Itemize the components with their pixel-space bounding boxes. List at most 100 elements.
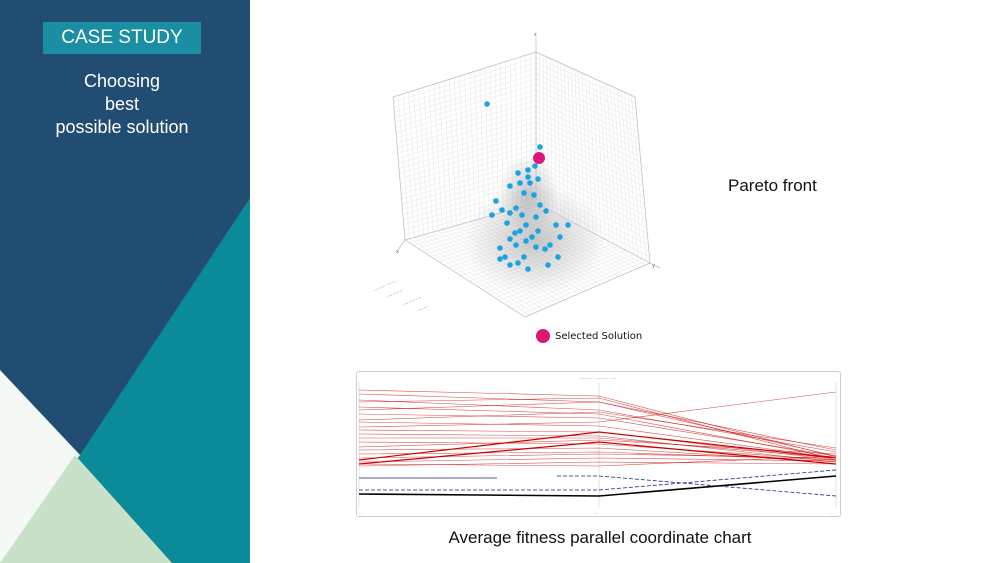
pareto-point <box>497 256 503 262</box>
box-edge <box>535 51 636 98</box>
selected-solution-point <box>533 152 545 164</box>
right-wall-line <box>535 159 646 216</box>
right-wall-line <box>592 77 602 238</box>
pareto-point <box>542 246 548 252</box>
pareto-point <box>533 214 539 220</box>
pareto-front-label: Pareto front <box>728 176 817 195</box>
pareto-point <box>515 260 521 266</box>
pareto-point <box>504 220 510 226</box>
pcp-title-mark: ......... ........ .... <box>580 375 617 381</box>
pcp-line-red <box>358 413 837 457</box>
pareto-point <box>507 262 513 268</box>
x-axis-extension <box>397 239 406 251</box>
pareto-point <box>525 167 531 173</box>
axis-tick-label-4: ....... <box>416 303 429 313</box>
right-wall-line <box>595 79 606 240</box>
pareto-point <box>499 207 505 213</box>
left-wall-line <box>469 72 476 221</box>
right-wall-line <box>535 127 643 181</box>
pcp-axis-mark-3: ... <box>829 510 833 515</box>
pcp-line-red <box>358 401 837 457</box>
pareto-point <box>523 222 529 228</box>
left-wall-line <box>399 138 537 179</box>
box-edge <box>634 96 651 264</box>
pareto-point <box>527 180 533 186</box>
pcp-line-red <box>358 457 837 463</box>
box-edge <box>524 262 651 318</box>
pareto-point <box>512 230 518 236</box>
pareto-point <box>517 228 523 234</box>
pareto-point <box>535 228 541 234</box>
axis-tick-label-3: ............ <box>402 293 422 306</box>
floor-line <box>516 258 642 312</box>
right-wall-line <box>624 92 639 257</box>
right-wall-line <box>535 138 644 193</box>
pareto-point <box>557 234 563 240</box>
pareto-point <box>547 242 553 248</box>
right-wall-line <box>588 76 598 236</box>
pareto-point <box>521 190 527 196</box>
parallel-coordinate-svg: ......... ........ .... ... ... ... <box>358 375 837 515</box>
right-wall-line <box>627 93 643 259</box>
case-study-badge: CASE STUDY <box>43 22 201 54</box>
pcp-line-red-bold <box>358 431 837 461</box>
pcp-line-red <box>358 391 837 428</box>
pareto-point <box>489 212 495 218</box>
pcp-line-red <box>358 421 837 459</box>
left-wall-line <box>400 143 537 185</box>
pareto-points <box>484 101 571 272</box>
pareto-point <box>523 238 529 244</box>
right-wall-line <box>617 88 630 253</box>
pareto-front-3d-plot: z x y ........ ...... . .......... .....… <box>372 32 661 318</box>
pareto-point <box>493 198 499 204</box>
cloud-shadow <box>498 155 558 235</box>
y-axis-extension <box>649 262 661 269</box>
subtitle-line-3: possible solution <box>55 117 189 137</box>
pareto-point <box>532 163 538 169</box>
left-wall-line <box>399 132 537 174</box>
sidebar-subtitle: Choosing best possible solution <box>22 70 222 139</box>
pareto-point <box>484 101 490 107</box>
right-wall-line <box>631 95 647 261</box>
pcp-line-blue <box>557 475 837 497</box>
pareto-point <box>525 174 531 180</box>
box-edge <box>392 96 406 241</box>
subtitle-line-1: Choosing <box>83 71 161 91</box>
pareto-point <box>545 262 551 268</box>
pcp-line-red <box>358 461 837 467</box>
selected-solution-marker <box>536 329 550 343</box>
right-wall-line <box>613 87 626 251</box>
left-wall-line <box>479 69 485 218</box>
box-edge <box>535 202 651 264</box>
box-edge <box>392 51 537 98</box>
pareto-point <box>555 254 561 260</box>
pareto-point <box>507 236 513 242</box>
selected-solution-label: Selected Solution <box>555 330 643 342</box>
pcp-line-red <box>358 411 837 449</box>
left-wall-line <box>489 66 495 215</box>
pareto-point <box>533 244 539 250</box>
pcp-line-red-bold <box>358 441 837 465</box>
pareto-point <box>553 222 559 228</box>
pcp-line-red <box>358 389 837 458</box>
pareto-point <box>543 208 549 214</box>
pareto-point <box>515 170 521 176</box>
pcp-axis-mark-2: ... <box>595 510 599 515</box>
pcp-axis-mark-1: ... <box>359 510 363 515</box>
pcp-line-red <box>358 433 837 463</box>
selected-solution-legend: Selected Solution <box>536 327 642 345</box>
pareto-point <box>507 183 513 189</box>
pcp-lines <box>358 389 837 497</box>
floor-shadow <box>465 185 605 295</box>
left-wall-line <box>398 127 537 169</box>
box-edge <box>404 239 526 318</box>
left-wall-line <box>494 64 499 214</box>
right-wall-line <box>606 84 618 246</box>
pareto-point <box>497 245 503 251</box>
sidebar-panel: CASE STUDY Choosing best possible soluti… <box>0 0 250 563</box>
pcp-line-red <box>358 397 837 461</box>
pareto-point <box>502 254 508 260</box>
pareto-point <box>513 242 519 248</box>
pcp-line-black <box>358 475 837 497</box>
pcp-line-red <box>358 441 837 461</box>
